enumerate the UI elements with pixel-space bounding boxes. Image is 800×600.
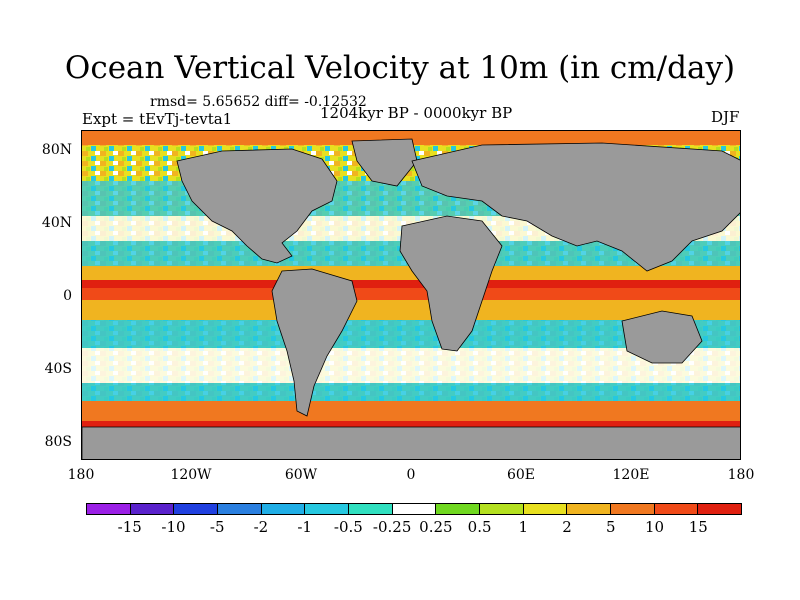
colorbar-swatch [480,504,524,514]
colorbar-swatch [218,504,262,514]
colorbar-swatch [654,504,699,514]
lon-label-0: 0 [406,467,416,483]
colorbar-swatch [392,504,437,514]
colorbar-swatch [523,504,568,514]
colorbar-swatch [305,504,350,514]
colorbar-label: 0.25 [419,518,453,536]
experiment-label: Expt = tEvTj-tevta1 [82,110,233,128]
lon-label-180w: 180 [67,467,95,483]
lon-label-60w: 60W [284,467,318,483]
colorbar-swatch [130,504,175,514]
colorbar-swatch [611,504,655,514]
lon-label-120w: 120W [170,467,212,483]
colorbar-label: -0.5 [333,518,363,536]
colorbar-swatch [567,504,612,514]
colorbar-swatch [174,504,219,514]
colorbar-label: 10 [644,518,665,536]
colorbar-swatch [349,504,393,514]
colorbar-label: -15 [117,518,142,536]
colorbar-swatch [436,504,481,514]
colorbar-label: 0.5 [467,518,492,536]
colorbar-label: 1 [518,518,529,536]
colorbar-label: -2 [253,518,269,536]
lon-label-180e: 180 [727,467,755,483]
colorbar-label: -0.25 [372,518,412,536]
colorbar-label: -1 [297,518,312,536]
period-label: 1204kyr BP - 0000kyr BP [320,104,513,122]
lat-label-80s: 80S [44,434,72,450]
colorbar-label: 5 [606,518,616,536]
colorbar-swatch [698,504,742,514]
lat-label-40n: 40N [41,215,72,231]
lon-label-60e: 60E [506,467,536,483]
lon-label-120e: 120E [612,467,650,483]
colorbar-label: 2 [562,518,572,536]
stats-text: rmsd= 5.65652 diff= -0.12532 [150,94,367,110]
colorbar-label: -5 [209,518,225,536]
colorbar-label: 15 [688,518,708,536]
lat-label-40s: 40S [44,361,72,377]
colorbar-swatch [87,504,131,514]
colorbar-label: -10 [161,518,186,536]
ocean-velocity-map [81,130,741,460]
chart-title: Ocean Vertical Velocity at 10m (in cm/da… [64,50,736,86]
lat-label-80n: 80N [41,142,72,158]
colorbar-swatch [261,504,306,514]
colorbar [86,503,742,515]
season-label: DJF [711,108,740,126]
lat-label-0: 0 [63,288,72,304]
